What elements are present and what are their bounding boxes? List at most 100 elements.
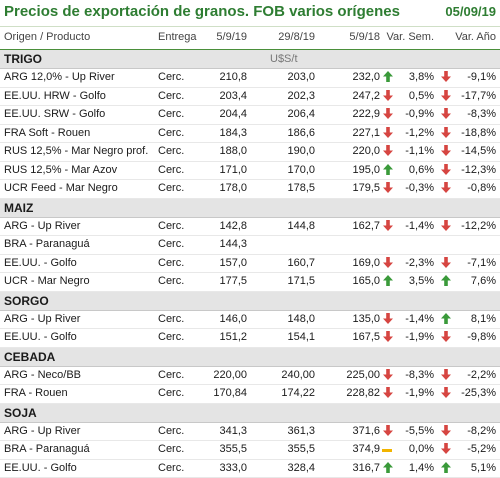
price-date3-cell: 232,0 — [352, 71, 380, 83]
var-sem-trend-down-arrow-icon — [440, 163, 452, 176]
price-date1-cell: 220,00 — [213, 369, 247, 381]
price-date2-cell: 178,5 — [287, 182, 315, 194]
var-sem-cell: 0,5% — [409, 90, 434, 102]
column-header-row: Origen / Producto Entrega 5/9/19 29/8/19… — [0, 26, 500, 50]
section-header-cebada: CEBADA — [0, 348, 500, 367]
date3-trend-down-arrow-icon — [382, 256, 394, 269]
price-date1-cell: 333,0 — [219, 462, 247, 474]
var-sem-cell: -1,2% — [405, 127, 434, 139]
var-anio-cell: -18,8% — [461, 127, 496, 139]
var-anio-cell: -8,2% — [467, 425, 496, 437]
entrega-cell: Cerc. — [158, 387, 184, 399]
var-sem-trend-down-arrow-icon — [440, 70, 452, 83]
var-sem-cell: 0,6% — [409, 164, 434, 176]
price-date1-cell: 341,3 — [219, 425, 247, 437]
product-cell: EE.UU. - Golfo — [4, 462, 77, 474]
product-cell: ARG 12,0% - Up River — [4, 71, 115, 83]
var-anio-cell: -5,2% — [467, 443, 496, 455]
entrega-cell: Cerc. — [158, 220, 184, 232]
var-sem-trend-down-arrow-icon — [440, 107, 452, 120]
product-cell: ARG - Up River — [4, 220, 80, 232]
var-sem-cell: -1,1% — [405, 145, 434, 157]
var-sem-cell: 3,8% — [409, 71, 434, 83]
var-sem-trend-down-arrow-icon — [440, 330, 452, 343]
product-cell: RUS 12,5% - Mar Negro prof. — [4, 145, 148, 157]
section-name: TRIGO — [4, 52, 42, 66]
date3-trend-neutral-dash-icon — [382, 442, 394, 455]
product-cell: ARG - Up River — [4, 425, 80, 437]
product-cell: EE.UU. SRW - Golfo — [4, 108, 105, 120]
var-anio-cell: -9,1% — [467, 71, 496, 83]
var-sem-cell: -1,9% — [405, 331, 434, 343]
entrega-cell: Cerc. — [158, 71, 184, 83]
var-sem-trend-down-arrow-icon — [440, 424, 452, 437]
price-date3-cell: 179,5 — [352, 182, 380, 194]
price-date3-cell: 228,82 — [346, 387, 380, 399]
section-name: SOJA — [4, 406, 37, 420]
price-date2-cell: 203,0 — [287, 71, 315, 83]
column-header-date2: 29/8/19 — [278, 31, 315, 43]
price-date3-cell: 220,0 — [352, 145, 380, 157]
date3-trend-down-arrow-icon — [382, 312, 394, 325]
var-sem-cell: -1,4% — [405, 313, 434, 325]
column-header-var-sem: Var. Sem. — [387, 31, 434, 43]
price-date3-cell: 167,5 — [352, 331, 380, 343]
column-header-date3: 5/9/18 — [349, 31, 380, 43]
price-date1-cell: 178,0 — [219, 182, 247, 194]
price-date1-cell: 177,5 — [219, 275, 247, 287]
var-sem-trend-down-arrow-icon — [440, 368, 452, 381]
date3-trend-down-arrow-icon — [382, 424, 394, 437]
price-date3-cell: 162,7 — [352, 220, 380, 232]
var-anio-cell: 7,6% — [471, 275, 496, 287]
price-date2-cell: 202,3 — [287, 90, 315, 102]
date3-trend-up-arrow-icon — [382, 70, 394, 83]
column-header-var-anio: Var. Año — [455, 31, 496, 43]
entrega-cell: Cerc. — [158, 257, 184, 269]
section-name: CEBADA — [4, 350, 55, 364]
product-cell: EE.UU. - Golfo — [4, 331, 77, 343]
price-date2-cell: 148,0 — [287, 313, 315, 325]
var-sem-trend-down-arrow-icon — [440, 386, 452, 399]
var-anio-cell: -9,8% — [467, 331, 496, 343]
section-header-sorgo: SORGO — [0, 292, 500, 311]
product-cell: UCR Feed - Mar Negro — [4, 182, 118, 194]
price-date1-cell: 151,2 — [219, 331, 247, 343]
price-date3-cell: 225,00 — [346, 369, 380, 381]
price-date1-cell: 210,8 — [219, 71, 247, 83]
price-date2-cell: 240,00 — [281, 369, 315, 381]
price-date3-cell: 371,6 — [352, 425, 380, 437]
price-date1-cell: 157,0 — [219, 257, 247, 269]
var-sem-cell: -0,3% — [405, 182, 434, 194]
price-date1-cell: 171,0 — [219, 164, 247, 176]
price-date1-cell: 184,3 — [219, 127, 247, 139]
section-header-soja: SOJA — [0, 404, 500, 423]
section-name: SORGO — [4, 294, 49, 308]
entrega-cell: Cerc. — [158, 462, 184, 474]
price-date2-cell: 171,5 — [287, 275, 315, 287]
price-date1-cell: 188,0 — [219, 145, 247, 157]
var-anio-cell: -25,3% — [461, 387, 496, 399]
price-date2-cell: 144,8 — [287, 220, 315, 232]
price-date2-cell: 170,0 — [287, 164, 315, 176]
section-name: MAIZ — [4, 201, 33, 215]
price-date3-cell: 247,2 — [352, 90, 380, 102]
price-date2-cell: 206,4 — [287, 108, 315, 120]
var-anio-cell: -17,7% — [461, 90, 496, 102]
entrega-cell: Cerc. — [158, 313, 184, 325]
date3-trend-up-arrow-icon — [382, 163, 394, 176]
var-sem-trend-up-arrow-icon — [440, 274, 452, 287]
var-sem-trend-up-arrow-icon — [440, 461, 452, 474]
date3-trend-down-arrow-icon — [382, 330, 394, 343]
table-row: ARG 12,0% - Up River Cerc. 210,8 203,0 232,0… — [0, 69, 500, 88]
var-sem-trend-down-arrow-icon — [440, 89, 452, 102]
